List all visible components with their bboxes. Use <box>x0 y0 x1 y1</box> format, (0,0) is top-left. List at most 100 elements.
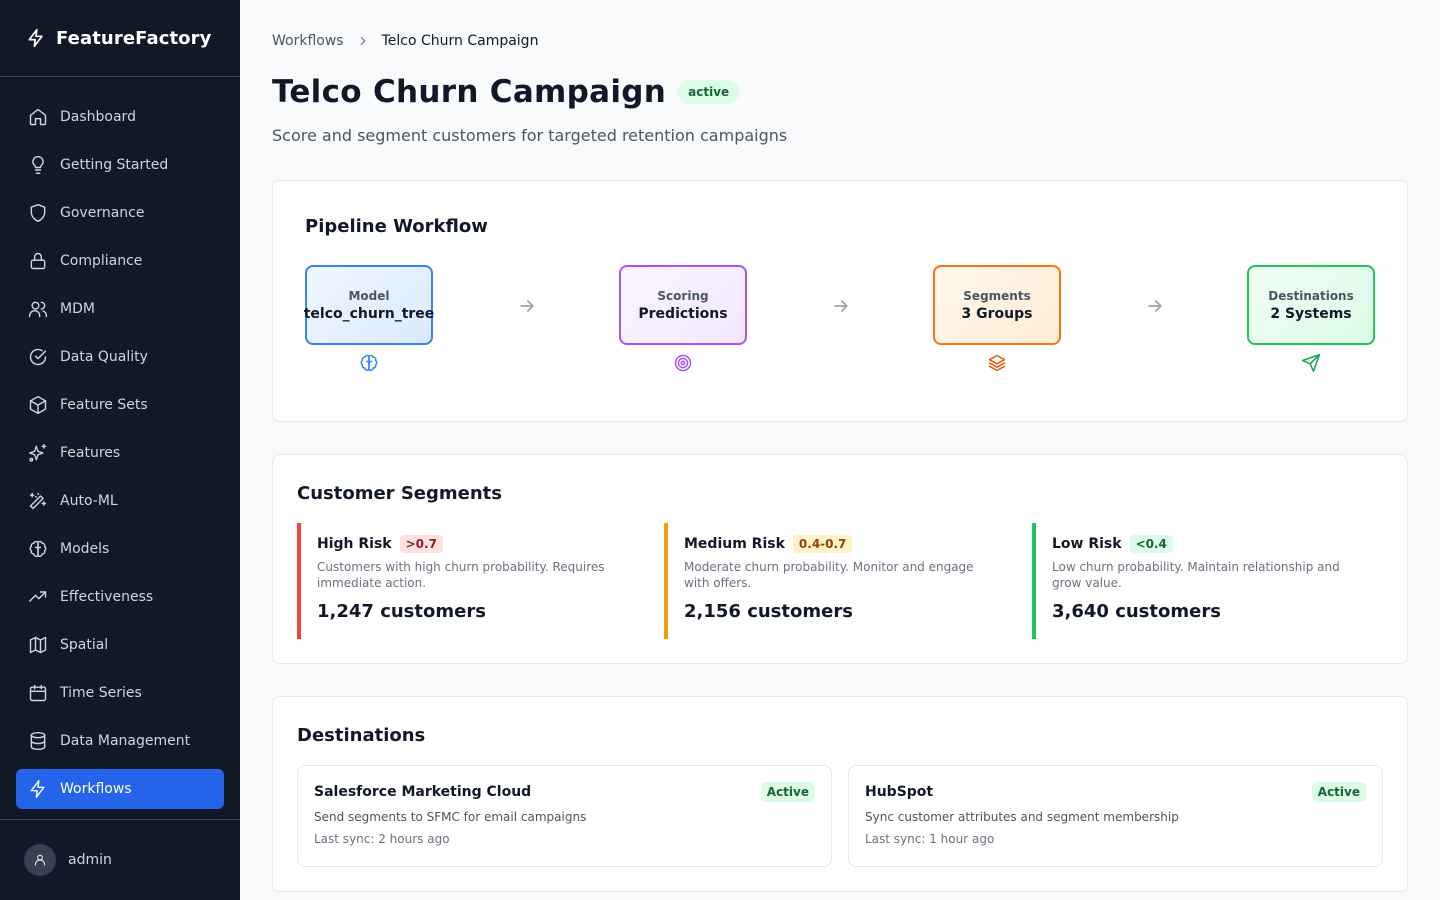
zap-icon <box>28 28 43 48</box>
segment-description: Moderate churn probability. Monitor and … <box>684 560 974 590</box>
customer-segments-card: Customer Segments High Risk >0.7 Custome… <box>272 454 1408 664</box>
stage-value: 2 Systems <box>1270 305 1352 322</box>
pipeline-title: Pipeline Workflow <box>305 216 488 237</box>
arrow-right-icon <box>831 296 851 316</box>
brand-name: FeatureFactory <box>56 27 212 49</box>
shield-icon <box>30 203 46 223</box>
sidebar-item-dashboard[interactable]: Dashboard <box>16 97 224 137</box>
destination-description: Send segments to SFMC for email campaign… <box>314 810 587 824</box>
sidebar-item-label: Feature Sets <box>60 397 148 413</box>
segment-description: Low churn probability. Maintain relation… <box>1052 560 1340 590</box>
trending-up-icon <box>28 591 47 602</box>
sidebar-item-features[interactable]: Features <box>16 433 224 473</box>
stage-box: Destinations 2 Systems <box>1247 265 1375 345</box>
page-subtitle: Score and segment customers for targeted… <box>272 126 788 145</box>
sidebar-item-label: Compliance <box>60 253 143 269</box>
sidebar-item-label: Governance <box>60 205 145 221</box>
destination-last-sync: Last sync: 1 hour ago <box>865 832 995 846</box>
user-menu[interactable]: admin <box>0 819 240 900</box>
sidebar-item-feature-sets[interactable]: Feature Sets <box>16 385 224 425</box>
stage-label: Destinations <box>1268 288 1354 303</box>
destination-hubspot[interactable]: HubSpot Active Sync customer attributes … <box>848 765 1383 867</box>
segment-count: 1,247 customers <box>317 601 486 622</box>
user-name: admin <box>68 852 112 868</box>
sidebar-item-governance[interactable]: Governance <box>16 193 224 233</box>
destination-name: HubSpot <box>865 784 934 800</box>
stage-value: telco_churn_tree <box>303 305 435 322</box>
segment-range-badge: >0.7 <box>399 535 443 553</box>
sidebar-item-workflows[interactable]: Workflows <box>16 769 224 809</box>
segment-name: Low Risk <box>1052 536 1122 552</box>
sidebar-item-label: Getting Started <box>60 157 169 173</box>
sidebar-item-label: MDM <box>60 301 95 317</box>
stage-label: Segments <box>963 288 1031 303</box>
check-circle-icon <box>29 348 47 366</box>
user-icon <box>34 854 46 866</box>
brain-icon <box>29 540 47 557</box>
status-badge: active <box>678 80 740 104</box>
arrow-right-icon <box>1145 296 1165 316</box>
arrow-right-icon <box>517 296 537 316</box>
pipeline-stage-scoring[interactable]: Scoring Predictions <box>619 265 747 373</box>
home-icon <box>29 108 47 126</box>
stage-box: Segments 3 Groups <box>933 265 1061 345</box>
title-row: Telco Churn Campaign active <box>272 74 740 110</box>
sidebar-item-label: Dashboard <box>60 109 136 125</box>
segment-name: High Risk <box>317 536 392 552</box>
brain-icon <box>360 354 378 372</box>
database-icon <box>30 731 46 751</box>
send-icon <box>1301 353 1321 373</box>
destinations-card: Destinations Salesforce Marketing Cloud … <box>272 696 1408 892</box>
segment-count: 3,640 customers <box>1052 601 1221 622</box>
segment-range-badge: 0.4-0.7 <box>792 535 853 553</box>
segment-range-badge: <0.4 <box>1129 535 1173 553</box>
segment-medium-risk[interactable]: Medium Risk 0.4-0.7 Moderate churn proba… <box>664 523 1004 639</box>
sidebar-item-label: Time Series <box>60 685 142 701</box>
box-icon <box>29 395 47 415</box>
lock-icon <box>30 252 46 270</box>
pipeline-stage-destinations[interactable]: Destinations 2 Systems <box>1247 265 1375 373</box>
sidebar-item-mdm[interactable]: MDM <box>16 289 224 329</box>
sidebar-item-time-series[interactable]: Time Series <box>16 673 224 713</box>
target-icon <box>674 354 692 372</box>
destination-description: Sync customer attributes and segment mem… <box>865 810 1179 824</box>
segment-name: Medium Risk <box>684 536 785 552</box>
sidebar-item-auto-ml[interactable]: Auto-ML <box>16 481 224 521</box>
stage-label: Scoring <box>657 288 709 303</box>
breadcrumb-current: Telco Churn Campaign <box>381 33 539 49</box>
zap-icon <box>30 779 45 799</box>
chevron-right-icon <box>360 36 366 46</box>
sidebar-item-data-quality[interactable]: Data Quality <box>16 337 224 377</box>
pipeline-stage-segments[interactable]: Segments 3 Groups <box>933 265 1061 373</box>
users-icon <box>28 301 48 318</box>
sidebar-item-compliance[interactable]: Compliance <box>16 241 224 281</box>
stage-value: Predictions <box>638 305 728 322</box>
layers-icon <box>988 354 1006 372</box>
sidebar-item-getting-started[interactable]: Getting Started <box>16 145 224 185</box>
sidebar: FeatureFactory Dashboard Getting Started… <box>0 0 240 900</box>
sparkles-icon <box>28 443 47 462</box>
sidebar-item-label: Data Quality <box>60 349 148 365</box>
destination-status-badge: Active <box>760 782 815 802</box>
sidebar-item-label: Effectiveness <box>60 589 154 605</box>
sidebar-item-label: Spatial <box>60 637 109 653</box>
pipeline-stage-model[interactable]: Model telco_churn_tree <box>303 265 435 373</box>
wand-icon <box>29 492 47 510</box>
segment-high-risk[interactable]: High Risk >0.7 Customers with high churn… <box>297 523 637 639</box>
sidebar-item-models[interactable]: Models <box>16 529 224 569</box>
sidebar-item-label: Features <box>60 445 121 461</box>
sidebar-item-label: Auto-ML <box>60 493 118 509</box>
sidebar-item-data-management[interactable]: Data Management <box>16 721 224 761</box>
segment-low-risk[interactable]: Low Risk <0.4 Low churn probability. Mai… <box>1032 523 1372 639</box>
sidebar-item-label: Models <box>60 541 110 557</box>
map-icon <box>29 636 47 654</box>
destination-salesforce[interactable]: Salesforce Marketing Cloud Active Send s… <box>297 765 832 867</box>
breadcrumb-workflows-link[interactable]: Workflows <box>272 33 344 49</box>
destination-status-badge: Active <box>1311 782 1366 802</box>
stage-label: Model <box>348 288 390 303</box>
sidebar-item-spatial[interactable]: Spatial <box>16 625 224 665</box>
brand[interactable]: FeatureFactory <box>0 0 240 77</box>
sidebar-item-effectiveness[interactable]: Effectiveness <box>16 577 224 617</box>
destination-name: Salesforce Marketing Cloud <box>314 784 532 800</box>
avatar <box>24 844 56 876</box>
